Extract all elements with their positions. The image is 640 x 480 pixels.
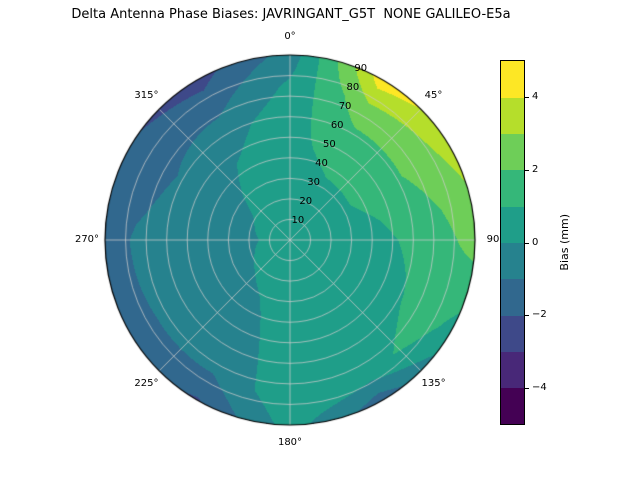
colorbar-segment: [501, 169, 524, 207]
colorbar-segment: [501, 387, 524, 424]
theta-tick-label: 270°: [74, 234, 100, 245]
colorbar-axis-label-text: Bias (mm): [558, 214, 571, 271]
colorbar-tick-mark: [525, 387, 529, 389]
colorbar-segment: [501, 278, 524, 316]
colorbar-tick-label: 4: [532, 91, 539, 103]
colorbar-tick-mark: [525, 315, 529, 317]
colorbar-tick-label: −4: [532, 381, 547, 393]
colorbar-segment: [501, 97, 524, 135]
colorbar-tick-mark: [525, 242, 529, 244]
theta-tick-label: 90: [486, 234, 500, 245]
colorbar-axis-label: Bias (mm): [558, 60, 571, 425]
polar-contour-plot: [100, 50, 480, 430]
chart-title: Delta Antenna Phase Biases: JAVRINGANT_G…: [71, 7, 511, 22]
colorbar-segment: [501, 206, 524, 244]
colorbar-tick-mark: [525, 97, 529, 99]
theta-tick-label: 0°: [284, 31, 296, 42]
colorbar-tick-label: −2: [532, 309, 547, 321]
colorbar-segment: [501, 133, 524, 171]
colorbar-segment: [501, 61, 524, 98]
colorbar-tick-label: 2: [532, 163, 539, 175]
theta-tick-label: 180°: [277, 437, 303, 448]
colorbar-tick-mark: [525, 169, 529, 171]
colorbar-segment: [501, 351, 524, 389]
colorbar-segment: [501, 315, 524, 352]
colorbar: [500, 60, 525, 425]
colorbar-tick-label: 0: [532, 236, 539, 248]
colorbar-segment: [501, 242, 524, 280]
